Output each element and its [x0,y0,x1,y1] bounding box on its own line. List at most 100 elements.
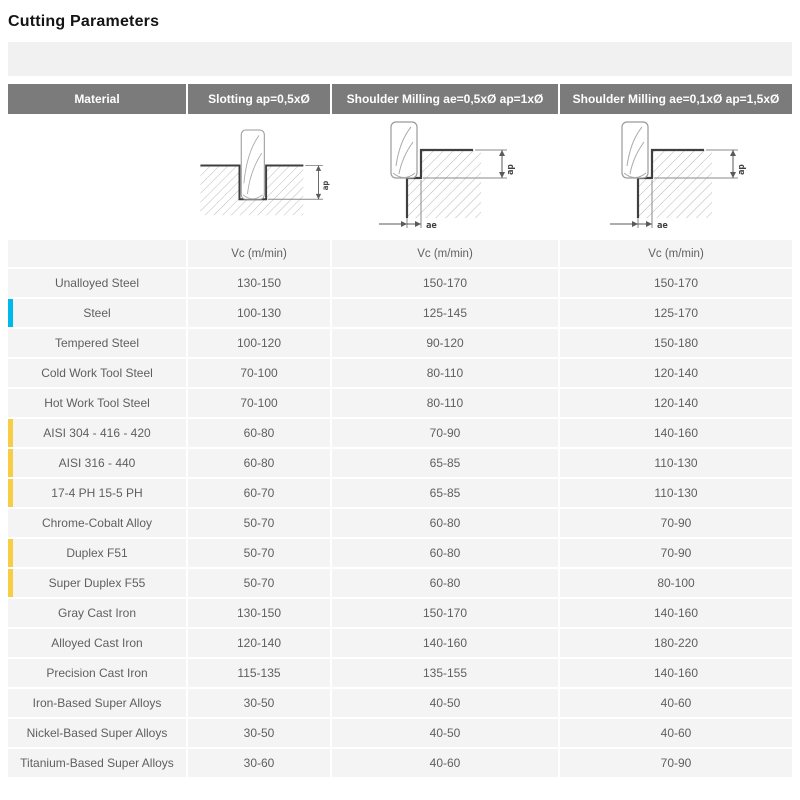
ae-dimension: ae [379,180,437,231]
value-cell-slotting: 70-100 [188,389,330,417]
value-cell-shoulder-01: 125-170 [560,299,792,327]
table-row: AISI 304 - 416 - 420 60-80 70-90 140-160 [8,419,792,447]
material-marker [8,569,13,597]
cutting-parameters-page: Cutting Parameters Material Slotting ap=… [8,13,792,777]
column-header-shoulder-milling-05: Shoulder Milling ae=0,5xØ ap=1xØ [332,84,558,114]
table-row: Duplex F51 50-70 60-80 70-90 [8,539,792,567]
material-marker [8,299,13,327]
material-name: Chrome-Cobalt Alloy [41,516,153,530]
material-cell: Chrome-Cobalt Alloy [8,509,186,537]
material-name: Steel [83,306,111,320]
value-cell-shoulder-01: 70-90 [560,539,792,567]
material-cell: Precision Cast Iron [8,659,186,687]
column-header-material: Material [8,84,186,114]
workpiece [405,148,481,218]
table-rows: Unalloyed Steel 130-150 150-170 150-170 … [8,269,792,777]
value-cell-shoulder-05: 40-60 [332,749,558,777]
value-cell-slotting: 30-50 [188,719,330,747]
value-cell-slotting: 60-70 [188,479,330,507]
value-cell-shoulder-05: 90-120 [332,329,558,357]
material-name: Tempered Steel [54,336,140,350]
material-marker [8,479,13,507]
material-name: Hot Work Tool Steel [44,396,150,410]
material-cell: Iron-Based Super Alloys [8,689,186,717]
value-cell-slotting: 100-120 [188,329,330,357]
value-cell-shoulder-05: 135-155 [332,659,558,687]
material-cell: Hot Work Tool Steel [8,389,186,417]
value-cell-shoulder-01: 40-60 [560,689,792,717]
value-cell-shoulder-05: 60-80 [332,569,558,597]
material-name: AISI 316 - 440 [58,456,136,470]
value-cell-shoulder-05: 80-110 [332,359,558,387]
value-cell-shoulder-05: 140-160 [332,629,558,657]
material-name: AISI 304 - 416 - 420 [43,426,151,440]
value-cell-shoulder-01: 40-60 [560,719,792,747]
value-cell-shoulder-01: 120-140 [560,359,792,387]
material-name: Gray Cast Iron [57,606,137,620]
material-cell: Alloyed Cast Iron [8,629,186,657]
value-cell-shoulder-05: 40-50 [332,689,558,717]
ap-label: ap [737,164,747,175]
value-cell-slotting: 70-100 [188,359,330,387]
material-cell: 17-4 PH 15-5 PH [8,479,186,507]
material-marker [8,539,13,567]
value-cell-shoulder-05: 70-90 [332,419,558,447]
page-title: Cutting Parameters [8,13,160,30]
material-cell: Gray Cast Iron [8,599,186,627]
table-row: Steel 100-130 125-145 125-170 [8,299,792,327]
material-marker [8,419,13,447]
value-cell-shoulder-01: 150-180 [560,329,792,357]
cutting-parameters-table: Material Slotting ap=0,5xØ Shoulder Mill… [8,84,792,777]
section-banner [8,42,792,76]
diagram-cell-empty [8,116,186,238]
value-cell-shoulder-01: 70-90 [560,509,792,537]
material-name: Titanium-Based Super Alloys [20,756,174,770]
value-cell-shoulder-01: 150-170 [560,269,792,297]
unit-cell-shoulder-01: Vc (m/min) [560,240,792,267]
ap-label: ap [321,181,330,191]
value-cell-shoulder-05: 150-170 [332,269,558,297]
unit-row: Vc (m/min) Vc (m/min) Vc (m/min) [8,240,792,267]
value-cell-shoulder-01: 120-140 [560,389,792,417]
ap-dimension: ap [423,149,516,179]
value-cell-shoulder-01: 140-160 [560,599,792,627]
value-cell-slotting: 120-140 [188,629,330,657]
table-header-row: Material Slotting ap=0,5xØ Shoulder Mill… [8,84,792,114]
value-cell-slotting: 50-70 [188,509,330,537]
table-row: 17-4 PH 15-5 PH 60-70 65-85 110-130 [8,479,792,507]
ae-label: ae [426,221,437,231]
table-row: Gray Cast Iron 130-150 150-170 140-160 [8,599,792,627]
shoulder-milling-05-diagram: ap ae [332,116,558,238]
column-header-slotting: Slotting ap=0,5xØ [188,84,330,114]
end-mill-icon [621,121,649,179]
value-cell-shoulder-05: 65-85 [332,449,558,477]
value-cell-slotting: 60-80 [188,419,330,447]
value-cell-slotting: 30-60 [188,749,330,777]
value-cell-slotting: 30-50 [188,689,330,717]
value-cell-shoulder-05: 60-80 [332,509,558,537]
ae-dimension: ae [610,180,668,231]
table-row: Tempered Steel 100-120 90-120 150-180 [8,329,792,357]
ap-dimension: ap [267,165,330,200]
value-cell-shoulder-05: 150-170 [332,599,558,627]
table-row: Iron-Based Super Alloys 30-50 40-50 40-6… [8,689,792,717]
unit-cell-slotting: Vc (m/min) [188,240,330,267]
material-cell: Tempered Steel [8,329,186,357]
value-cell-shoulder-05: 80-110 [332,389,558,417]
ap-dimension: ap [654,149,747,179]
value-cell-shoulder-01: 110-130 [560,479,792,507]
material-cell: Duplex F51 [8,539,186,567]
material-cell: Unalloyed Steel [8,269,186,297]
material-name: Unalloyed Steel [54,276,140,290]
value-cell-shoulder-01: 70-90 [560,749,792,777]
material-cell: AISI 316 - 440 [8,449,186,477]
value-cell-shoulder-05: 65-85 [332,479,558,507]
value-cell-shoulder-01: 180-220 [560,629,792,657]
column-header-shoulder-milling-01: Shoulder Milling ae=0,1xØ ap=1,5xØ [560,84,792,114]
value-cell-shoulder-05: 40-50 [332,719,558,747]
table-row: Unalloyed Steel 130-150 150-170 150-170 [8,269,792,297]
value-cell-slotting: 115-135 [188,659,330,687]
value-cell-slotting: 50-70 [188,569,330,597]
value-cell-slotting: 130-150 [188,269,330,297]
end-mill-icon [240,129,265,200]
